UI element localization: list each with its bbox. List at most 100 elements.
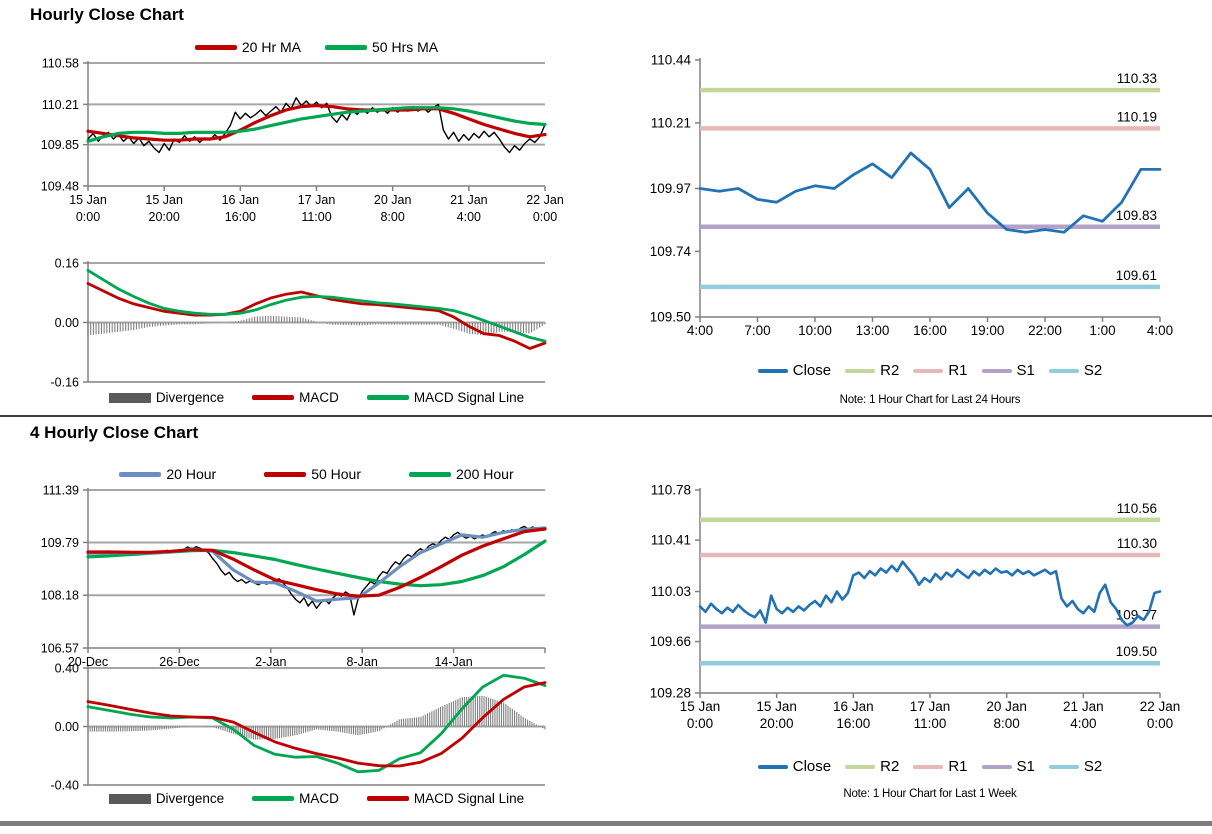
svg-text:0.00: 0.00 [55, 720, 79, 734]
svg-text:8-Jan: 8-Jan [347, 655, 378, 669]
20hour-swatch [119, 471, 162, 477]
svg-text:11:00: 11:00 [914, 716, 947, 731]
svg-text:110.56: 110.56 [1117, 501, 1157, 516]
svg-text:-0.40: -0.40 [51, 779, 80, 793]
svg-text:15 Jan: 15 Jan [680, 699, 721, 714]
svg-text:16:00: 16:00 [225, 210, 256, 224]
svg-text:109.66: 109.66 [650, 634, 691, 649]
svg-text:19:00: 19:00 [971, 323, 1005, 338]
svg-text:0.00: 0.00 [55, 316, 79, 330]
svg-text:17 Jan: 17 Jan [298, 193, 336, 207]
svg-text:4:00: 4:00 [687, 323, 713, 338]
legend-item-20hr-ma: 20 Hr MA [194, 39, 301, 55]
close-swatch [757, 368, 788, 373]
svg-text:109.50: 109.50 [1116, 644, 1157, 659]
r1-swatch [913, 764, 944, 769]
svg-text:1:00: 1:00 [1089, 323, 1115, 338]
svg-text:20 Jan: 20 Jan [986, 699, 1027, 714]
svg-text:20:00: 20:00 [149, 210, 180, 224]
legend-item-200hour: 200 Hour [409, 466, 514, 482]
svg-text:110.41: 110.41 [651, 533, 691, 548]
svg-text:109.74: 109.74 [650, 244, 692, 259]
legend-item-r2: R2 [845, 758, 899, 775]
r1-swatch [913, 368, 944, 373]
s1-swatch [981, 368, 1012, 373]
svg-text:26-Dec: 26-Dec [159, 655, 199, 669]
svg-text:20:00: 20:00 [760, 716, 794, 731]
legend-label: S2 [1083, 758, 1103, 775]
svg-text:20 Jan: 20 Jan [374, 193, 412, 207]
svg-text:-0.16: -0.16 [51, 376, 80, 390]
svg-text:15 Jan: 15 Jan [145, 193, 183, 207]
legend-item-macd: MACD [252, 791, 339, 806]
svg-text:13:00: 13:00 [856, 323, 890, 338]
macd-swatch [252, 395, 295, 400]
svg-text:109.61: 109.61 [1116, 268, 1157, 283]
svg-text:11:00: 11:00 [301, 210, 331, 224]
svg-text:109.28: 109.28 [650, 686, 691, 701]
bottom-bar [0, 821, 1212, 826]
week-chart-legend: Close R2 R1 S1 S2 [700, 758, 1160, 775]
legend-item-close: Close [757, 362, 831, 379]
svg-text:109.48: 109.48 [41, 180, 79, 194]
svg-text:15 Jan: 15 Jan [69, 193, 107, 207]
legend-item-divergence: Divergence [108, 390, 225, 405]
legend-item-50hour: 50 Hour [264, 466, 361, 482]
svg-text:4:00: 4:00 [1147, 323, 1173, 338]
legend-label: S1 [1016, 758, 1035, 775]
svg-text:7:00: 7:00 [744, 323, 770, 338]
legend-item-r2: R2 [845, 362, 899, 379]
legend-item-macd: MACD [252, 390, 339, 405]
legend-label: Divergence [155, 390, 225, 405]
close-swatch [757, 764, 788, 769]
svg-text:109.85: 109.85 [41, 138, 79, 152]
20hr-ma-swatch [194, 44, 237, 50]
macd-signal-swatch [366, 796, 409, 801]
legend-item-s2: S2 [1048, 758, 1103, 775]
divergence-swatch [108, 392, 151, 403]
legend-label: MACD [299, 791, 339, 806]
s1-swatch [981, 764, 1012, 769]
legend-label: R2 [880, 362, 900, 379]
legend-label: S1 [1016, 362, 1035, 379]
section-title-4hourly: 4 Hourly Close Chart [30, 423, 199, 442]
svg-text:110.21: 110.21 [651, 115, 691, 130]
legend-label: 20 Hr MA [241, 39, 301, 55]
svg-text:4:00: 4:00 [1070, 716, 1096, 731]
legend-label: R2 [880, 758, 900, 775]
svg-text:0:00: 0:00 [533, 210, 557, 224]
legend-label: MACD [299, 390, 339, 405]
50hrs-ma-swatch [325, 44, 367, 50]
svg-text:2-Jan: 2-Jan [255, 655, 286, 669]
svg-text:0:00: 0:00 [1147, 716, 1173, 731]
svg-text:22:00: 22:00 [1028, 323, 1062, 338]
svg-text:16 Jan: 16 Jan [833, 699, 874, 714]
s2-swatch [1048, 764, 1079, 769]
page-title: Hourly Close Chart [30, 5, 184, 24]
legend-item-r1: R1 [913, 362, 968, 379]
day-chart-legend: Close R2 R1 S1 S2 [700, 362, 1160, 379]
svg-text:0.40: 0.40 [55, 662, 79, 676]
svg-text:110.58: 110.58 [42, 57, 79, 71]
section-divider [0, 415, 1212, 417]
svg-text:109.83: 109.83 [1116, 208, 1157, 223]
svg-text:110.44: 110.44 [651, 53, 692, 68]
legend-label: R1 [948, 758, 968, 775]
legend-label: MACD Signal Line [413, 390, 525, 405]
svg-text:108.18: 108.18 [41, 589, 79, 603]
legend-item-s2: S2 [1048, 362, 1103, 379]
svg-text:106.57: 106.57 [41, 642, 79, 656]
hourly-price-legend: 20 Hr MA 50 Hrs MA [88, 39, 545, 55]
legend-label: 50 Hrs MA [372, 39, 439, 55]
svg-text:109.50: 109.50 [650, 310, 691, 325]
legend-label: S2 [1083, 362, 1103, 379]
legend-label: 200 Hour [456, 466, 514, 482]
svg-text:15 Jan: 15 Jan [756, 699, 797, 714]
svg-text:111.39: 111.39 [43, 484, 79, 498]
divergence-swatch [108, 793, 151, 804]
svg-text:14-Jan: 14-Jan [434, 655, 472, 669]
svg-text:16:00: 16:00 [836, 716, 870, 731]
legend-label: R1 [948, 362, 968, 379]
